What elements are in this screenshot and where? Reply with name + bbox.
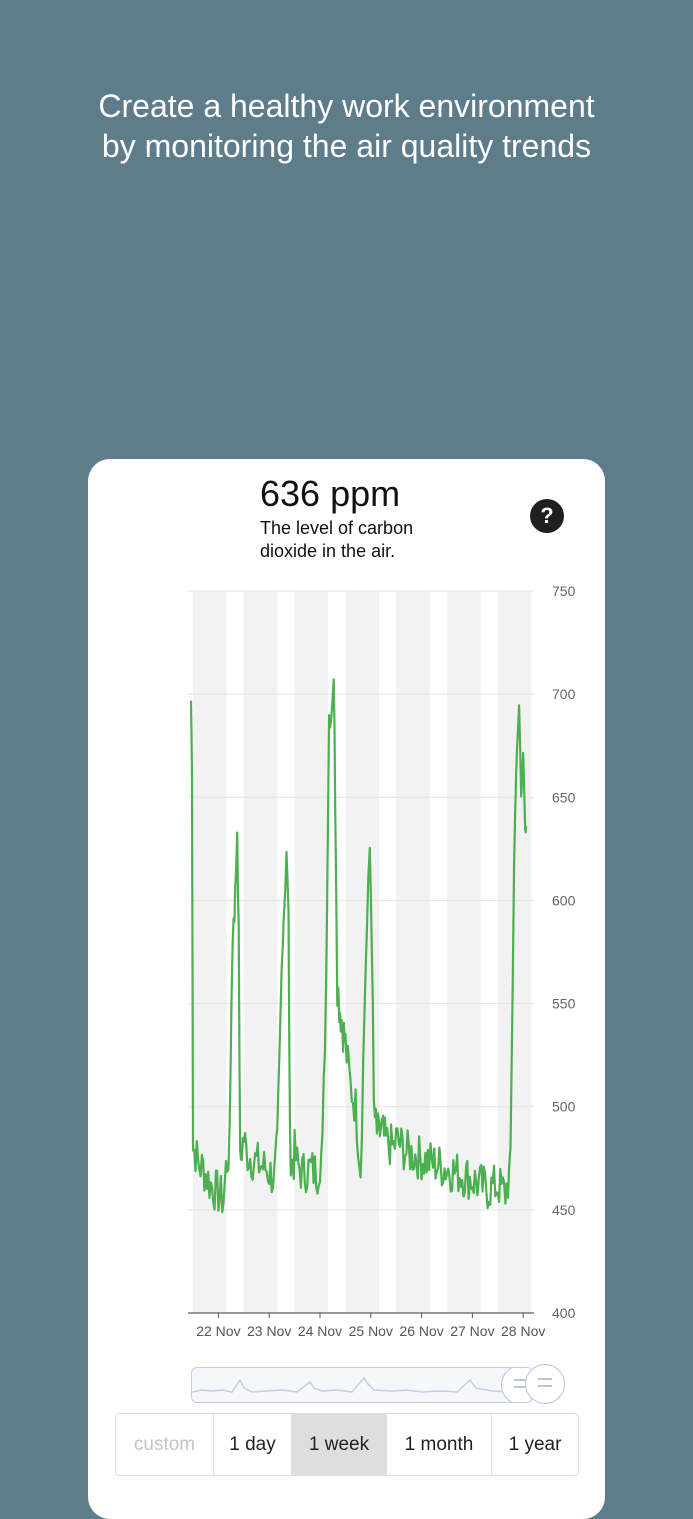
co2-reading-value: 636 ppm bbox=[260, 473, 401, 514]
y-tick-label: 650 bbox=[552, 789, 576, 805]
x-tick-label: 28 Nov bbox=[501, 1323, 545, 1339]
x-tick-label: 23 Nov bbox=[247, 1323, 291, 1339]
x-tick-label: 26 Nov bbox=[399, 1323, 443, 1339]
x-tick-label: 22 Nov bbox=[196, 1323, 240, 1339]
range-custom-button[interactable]: custom bbox=[116, 1414, 214, 1475]
x-tick-label: 24 Nov bbox=[298, 1323, 342, 1339]
y-tick-label: 700 bbox=[552, 686, 576, 702]
co2-series-line bbox=[189, 678, 528, 1214]
y-tick-label: 550 bbox=[552, 996, 576, 1012]
range-selector: custom 1 day 1 week 1 month 1 year bbox=[115, 1413, 579, 1476]
day-band bbox=[345, 591, 379, 1313]
day-band bbox=[243, 591, 278, 1313]
range-1-year-button[interactable]: 1 year bbox=[508, 1434, 562, 1455]
y-tick-label: 400 bbox=[552, 1305, 576, 1321]
range-1-month-button[interactable]: 1 month bbox=[387, 1414, 492, 1475]
y-tick-label: 600 bbox=[552, 892, 576, 908]
navigator-right-handle[interactable] bbox=[525, 1364, 565, 1404]
day-band bbox=[396, 591, 430, 1313]
x-tick-label: 27 Nov bbox=[450, 1323, 494, 1339]
air-quality-card: 636 ppm The level of carbon dioxide in t… bbox=[88, 459, 605, 1519]
day-band bbox=[497, 591, 532, 1313]
navigator-series-line bbox=[192, 1376, 532, 1393]
y-tick-label: 500 bbox=[552, 1099, 576, 1115]
day-band bbox=[447, 591, 481, 1313]
navigator-mini-chart bbox=[192, 1376, 532, 1393]
range-1-week-button[interactable]: 1 week bbox=[292, 1414, 387, 1475]
page-headline: Create a healthy work environment by mon… bbox=[98, 88, 595, 164]
y-tick-label: 750 bbox=[552, 583, 576, 599]
help-icon[interactable]: ? bbox=[530, 499, 564, 533]
range-1-day-button[interactable]: 1 day bbox=[214, 1414, 292, 1475]
co2-reading-description: The level of carbon dioxide in the air. bbox=[260, 518, 414, 561]
range-navigator[interactable] bbox=[191, 1367, 533, 1403]
y-tick-label: 450 bbox=[552, 1202, 576, 1218]
day-band bbox=[294, 591, 329, 1313]
x-tick-label: 25 Nov bbox=[349, 1323, 393, 1339]
co2-trend-chart: 750 700 650 600 550 500 450 400 22 Nov 23 Nov 24 N… bbox=[188, 583, 576, 1339]
